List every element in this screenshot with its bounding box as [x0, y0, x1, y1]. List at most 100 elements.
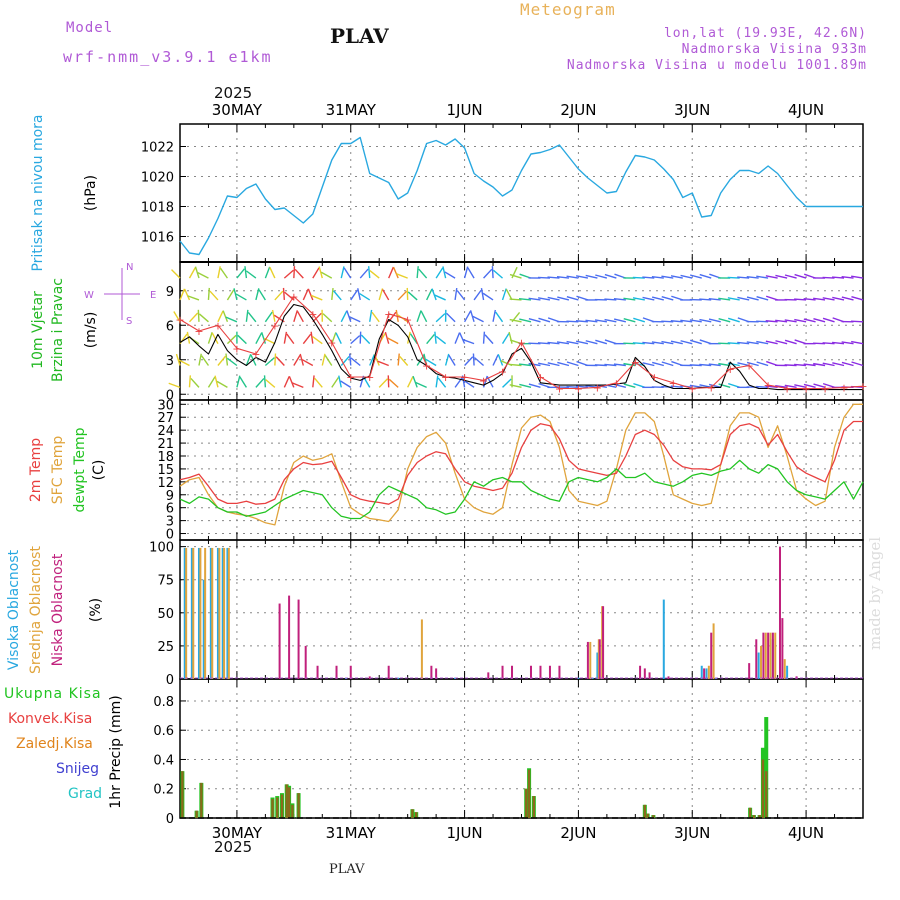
- cloud-bar-2: [710, 632, 713, 679]
- precip-bar-1: [752, 815, 756, 818]
- wind-arrow: [236, 268, 246, 279]
- wind-arrow: [283, 331, 288, 344]
- wind-arrow: [509, 384, 522, 389]
- cloud-bar-2: [703, 668, 706, 679]
- wind-arrow: [209, 290, 219, 301]
- wind-arrow: [322, 313, 333, 323]
- wind-arrow: [296, 310, 304, 323]
- temp2m-line: [179, 420, 863, 505]
- wind-arrow: [585, 340, 598, 345]
- wind-arrow: [435, 267, 444, 279]
- wind-arrow: [207, 376, 216, 388]
- wind-arrow: [444, 353, 450, 366]
- wind-arrow: [509, 298, 522, 301]
- wind-arrow: [435, 375, 439, 388]
- wind-arrow: [775, 384, 788, 389]
- wind-arrow: [652, 361, 664, 367]
- cloud-bar-1: [712, 623, 715, 679]
- wind-arrow: [718, 383, 731, 389]
- y-tick-label: 0: [166, 673, 174, 688]
- wind-arrow: [492, 354, 499, 366]
- wind-arrow: [642, 362, 655, 367]
- cloud-bar-1: [199, 547, 202, 679]
- wind-arrow: [492, 309, 497, 322]
- precip-bar-1: [532, 796, 536, 818]
- wind-arrow: [444, 271, 456, 279]
- wind-arrow: [813, 362, 826, 367]
- wind-arrow: [291, 382, 304, 388]
- wind-arrow: [566, 275, 579, 279]
- wind-arrow: [537, 342, 551, 345]
- wind-arrow: [426, 288, 433, 301]
- wind-arrow: [312, 336, 323, 345]
- cloud-bar-0: [221, 547, 224, 679]
- wind-gust-mark: +: [631, 356, 640, 369]
- altitude-label: Nadmorska Visina 933m: [681, 42, 867, 57]
- wind-gust-mark: +: [384, 308, 393, 321]
- wind-arrow: [463, 310, 472, 323]
- wind-gust-mark: +: [839, 381, 848, 394]
- wind-gust-mark: +: [422, 360, 431, 373]
- wind-arrow: [333, 290, 342, 301]
- wind-arrow: [708, 297, 721, 301]
- wind-arrow: [775, 274, 788, 279]
- cloud-bar-0: [596, 652, 599, 679]
- wind-arrow: [519, 318, 532, 323]
- wind-arrow: [340, 355, 350, 366]
- wind-arrow: [226, 289, 235, 301]
- wind-arrow: [737, 341, 750, 345]
- compass-e: E: [150, 290, 156, 301]
- y-tick-label: 75: [157, 574, 174, 589]
- wind-arrow: [484, 334, 494, 345]
- wind-arrow: [680, 340, 693, 345]
- cloud-bar-2: [778, 546, 781, 679]
- wind-arrow: [472, 353, 475, 366]
- wind-speed-line: [179, 303, 863, 391]
- wind-arrow: [235, 293, 247, 301]
- wind-arrow: [661, 275, 674, 279]
- wind-arrow: [183, 288, 191, 301]
- wind-gust-mark: +: [783, 383, 792, 396]
- y-tick-label: 3: [166, 515, 174, 530]
- cloud-bar-0: [190, 547, 193, 679]
- wind-arrow: [765, 320, 778, 323]
- wind-arrow: [604, 273, 617, 279]
- wind-arrow: [746, 296, 759, 301]
- cloud-bar-2: [781, 618, 784, 679]
- wind-arrow: [190, 377, 200, 388]
- cloud-bar-0: [662, 599, 665, 679]
- temp2m-axis-label: 2m Temp: [28, 438, 44, 502]
- cloud-bar-2: [771, 632, 774, 679]
- wind-arrow: [178, 359, 190, 367]
- wind-arrow: [822, 297, 835, 301]
- wind-arrow: [357, 288, 361, 301]
- wind-arrow: [497, 354, 504, 366]
- y-tick-label: 9: [166, 285, 174, 300]
- date-label-bottom: 4JUN: [788, 824, 824, 842]
- wind-arrow: [509, 363, 522, 367]
- cloud-bar-0: [397, 677, 400, 679]
- wind-arrow: [689, 274, 702, 279]
- wind-arrow: [699, 298, 712, 301]
- wind-arrow: [699, 318, 712, 323]
- precip-axis-label: 1hr Precip (mm): [108, 695, 124, 808]
- cloud-bar-2: [598, 639, 601, 679]
- wind-arrow: [271, 309, 276, 322]
- wind-gust-mark: +: [707, 381, 716, 394]
- wind-arrow: [822, 317, 835, 323]
- wind-arrow: [737, 276, 750, 279]
- wind-arrow: [651, 296, 664, 301]
- wind-arrow: [756, 361, 769, 367]
- cloud-bar-2: [387, 665, 390, 679]
- wind-gust-mark: +: [175, 314, 184, 327]
- wind-arrow: [661, 295, 674, 301]
- cloud-bar-2: [643, 668, 646, 679]
- wind-arrow: [198, 313, 209, 323]
- wind-arrow: [473, 289, 482, 301]
- wind-arrow: [369, 309, 373, 322]
- wind-arrow: [350, 335, 361, 345]
- wind-arrow: [737, 296, 750, 301]
- y-tick-label: 0.6: [153, 724, 174, 739]
- cloud-bar-2: [335, 665, 338, 679]
- wind-arrow: [566, 340, 579, 345]
